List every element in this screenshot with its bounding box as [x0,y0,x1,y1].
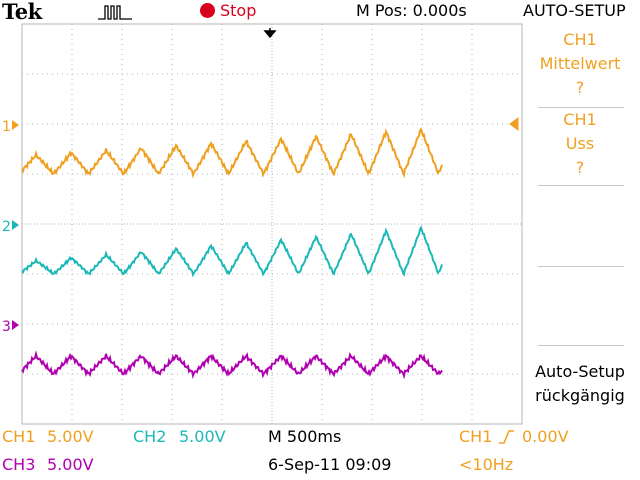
rising-edge-icon [499,430,514,444]
trigger-position-icon [263,28,277,39]
ch1-waveform [21,127,443,179]
ch1-scale: 5.00V [47,427,94,446]
undo-autosetup-line1: Auto-Setup [535,362,625,381]
ch1-mean-value: ? [575,78,585,97]
brand-logo: Tek [2,0,42,24]
menu-divider [538,345,624,346]
ch1-pk2pk-label: Uss [565,134,595,153]
timebase-readout: M 500ms [268,427,342,446]
trigger-level: 0.00V [522,427,569,446]
stop-indicator-icon [200,3,215,18]
ch2-ground-marker: 2 [2,219,19,235]
menu-title: AUTO-SETUP [523,1,626,20]
trigger-source: CH1 [459,427,493,446]
ch1-peak-to-peak-button[interactable]: CH1 Uss ? [534,108,626,180]
graticule-grid [22,24,522,424]
ch3-marker-label: 3 [2,319,11,335]
menu-divider [538,266,624,267]
ch3-waveform [21,350,443,380]
bottom-status-bar: CH1 5.00V CH2 5.00V M 500ms CH1 0.00V CH… [0,424,640,480]
ch1-pk2pk-title: CH1 [563,110,597,129]
horizontal-position-readout: M Pos: 0.000s [356,1,467,20]
ch2-waveform [21,225,443,278]
trigger-level-icon [509,117,519,131]
menu-divider [538,107,624,108]
undo-autosetup-line2: rückgängig [535,386,625,405]
ch1-ground-marker: 1 [2,119,19,135]
stop-label: Stop [220,1,257,20]
menu-divider [538,185,624,186]
ch1-pk2pk-value: ? [575,158,585,177]
ch1-mean-button[interactable]: CH1 Mittelwert ? [534,28,626,100]
ch3-label: CH3 [2,455,36,474]
ch1-label: CH1 [2,427,36,446]
frequency-readout: <10Hz [459,455,514,474]
ch1-mean-label: Mittelwert [539,54,621,73]
ch1-marker-label: 1 [2,119,11,135]
ch2-scale: 5.00V [179,427,226,446]
top-status-bar: Tek Stop M Pos: 0.000s AUTO-SETUP [0,0,640,24]
ch1-mean-title: CH1 [563,30,597,49]
side-menu: CH1 Mittelwert ? CH1 Uss ? Auto-Setup rü… [534,24,640,424]
ch3-scale: 5.00V [47,455,94,474]
pulse-trigger-icon [98,5,132,20]
ch2-label: CH2 [133,427,167,446]
undo-autosetup-button[interactable]: Auto-Setup rückgängig [534,360,626,408]
acquisition-status: Stop [200,1,256,20]
ch3-ground-marker: 3 [2,319,19,335]
date-time: 6-Sep-11 09:09 [268,455,392,474]
ch2-marker-label: 2 [2,219,11,235]
